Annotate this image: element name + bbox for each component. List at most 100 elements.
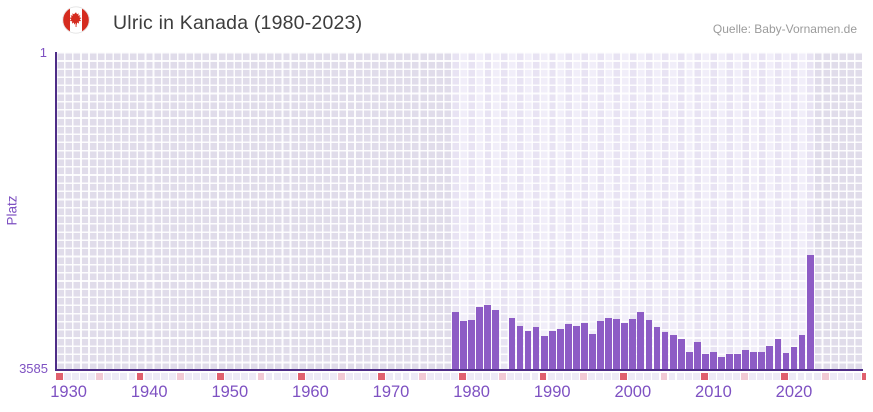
decade-marker-cell [378, 372, 386, 380]
decade-marker-cell [136, 372, 144, 380]
grid-lines [56, 52, 862, 370]
bar-2000[interactable] [629, 318, 637, 370]
year-cell [233, 372, 241, 380]
year-cell [853, 372, 861, 380]
bar-2014[interactable] [742, 350, 750, 370]
year-cell [587, 372, 595, 380]
bar-1996[interactable] [597, 320, 604, 370]
year-cell [596, 372, 603, 380]
bar-1982[interactable] [484, 304, 492, 370]
chart-title: Ulric in Kanada (1980-2023) [113, 12, 363, 34]
year-cell [72, 372, 79, 380]
bar-2009[interactable] [701, 353, 709, 370]
bar-2013[interactable] [734, 353, 741, 370]
canada-flag-icon [62, 6, 90, 34]
bar-2002[interactable] [645, 320, 653, 370]
year-cell [160, 372, 168, 380]
year-cell [652, 372, 660, 380]
bar-2003[interactable] [653, 326, 661, 370]
bar-2020[interactable] [790, 347, 798, 370]
year-cell [676, 372, 684, 380]
y-axis-line [54, 52, 57, 371]
year-cell [426, 372, 434, 380]
decade-marker-cell [217, 372, 225, 380]
x-tick-1990: 1990 [533, 383, 571, 401]
bar-1988[interactable] [532, 327, 540, 370]
year-cell [829, 372, 837, 380]
year-cell [80, 372, 88, 380]
bar-1980[interactable] [468, 319, 476, 370]
bar-2006[interactable] [677, 338, 685, 370]
x-tick-2000: 2000 [614, 383, 652, 401]
year-cell [708, 372, 716, 380]
bar-1999[interactable] [621, 322, 629, 370]
bar-2011[interactable] [718, 356, 725, 370]
year-cell [515, 372, 523, 380]
year-cell [144, 372, 152, 380]
year-cell [733, 372, 740, 380]
y-tick-bottom: 3585 [19, 361, 48, 376]
year-cell [716, 372, 724, 380]
bar-2012[interactable] [726, 354, 733, 370]
bar-1992[interactable] [564, 323, 572, 370]
year-cell [88, 372, 96, 380]
bar-1991[interactable] [556, 329, 564, 370]
half-decade-marker-cell [338, 372, 345, 380]
year-cell [563, 372, 571, 380]
year-cell [64, 372, 71, 380]
bar-1993[interactable] [573, 325, 580, 370]
bar-1986[interactable] [516, 326, 524, 370]
bar-2021[interactable] [798, 334, 806, 370]
half-decade-marker-cell [176, 372, 184, 380]
bar-1981[interactable] [476, 307, 484, 370]
bar-1979[interactable] [460, 320, 467, 370]
bar-1998[interactable] [613, 318, 621, 370]
year-cell [249, 372, 257, 380]
bar-2007[interactable] [685, 351, 693, 370]
year-cell [104, 372, 112, 380]
bar-2010[interactable] [710, 351, 717, 370]
bar-2018[interactable] [774, 338, 782, 370]
decade-marker-cell [862, 372, 866, 380]
bar-1997[interactable] [605, 317, 613, 370]
year-cell [394, 372, 402, 380]
year-cell [442, 372, 450, 380]
x-tick-1980: 1980 [453, 383, 490, 401]
half-decade-marker-cell [257, 372, 265, 380]
bar-2008[interactable] [693, 341, 701, 370]
year-cell [684, 372, 692, 380]
half-decade-marker-cell [579, 372, 587, 380]
bar-1978[interactable] [452, 311, 459, 370]
year-cell [209, 372, 217, 380]
decade-marker-cell [620, 372, 628, 380]
bar-2001[interactable] [637, 312, 645, 370]
year-cell [547, 372, 555, 380]
year-cell [450, 372, 458, 380]
bar-1985[interactable] [508, 318, 516, 370]
bar-1995[interactable] [589, 334, 596, 370]
x-tick-1960: 1960 [292, 383, 329, 401]
x-tick-1940: 1940 [130, 383, 168, 401]
bar-2017[interactable] [766, 345, 774, 370]
bar-1990[interactable] [548, 330, 556, 370]
year-cell [467, 372, 474, 380]
x-tick-1970: 1970 [372, 383, 410, 401]
bar-1983[interactable] [492, 310, 500, 370]
bar-1989[interactable] [540, 335, 548, 370]
bar-2022[interactable] [806, 255, 814, 370]
bar-2015[interactable] [750, 351, 758, 370]
bar-1994[interactable] [581, 323, 588, 370]
year-cell [813, 372, 821, 380]
year-cell [330, 372, 337, 380]
year-cell [362, 372, 370, 380]
bar-1987[interactable] [524, 331, 532, 370]
year-cell [724, 372, 732, 380]
decade-marker-cell [459, 372, 466, 380]
bar-2019[interactable] [782, 353, 790, 370]
bar-2016[interactable] [758, 352, 766, 370]
bar-2005[interactable] [669, 334, 677, 370]
half-decade-marker-cell [741, 372, 748, 380]
year-cell [628, 372, 636, 380]
bar-2004[interactable] [661, 331, 669, 370]
